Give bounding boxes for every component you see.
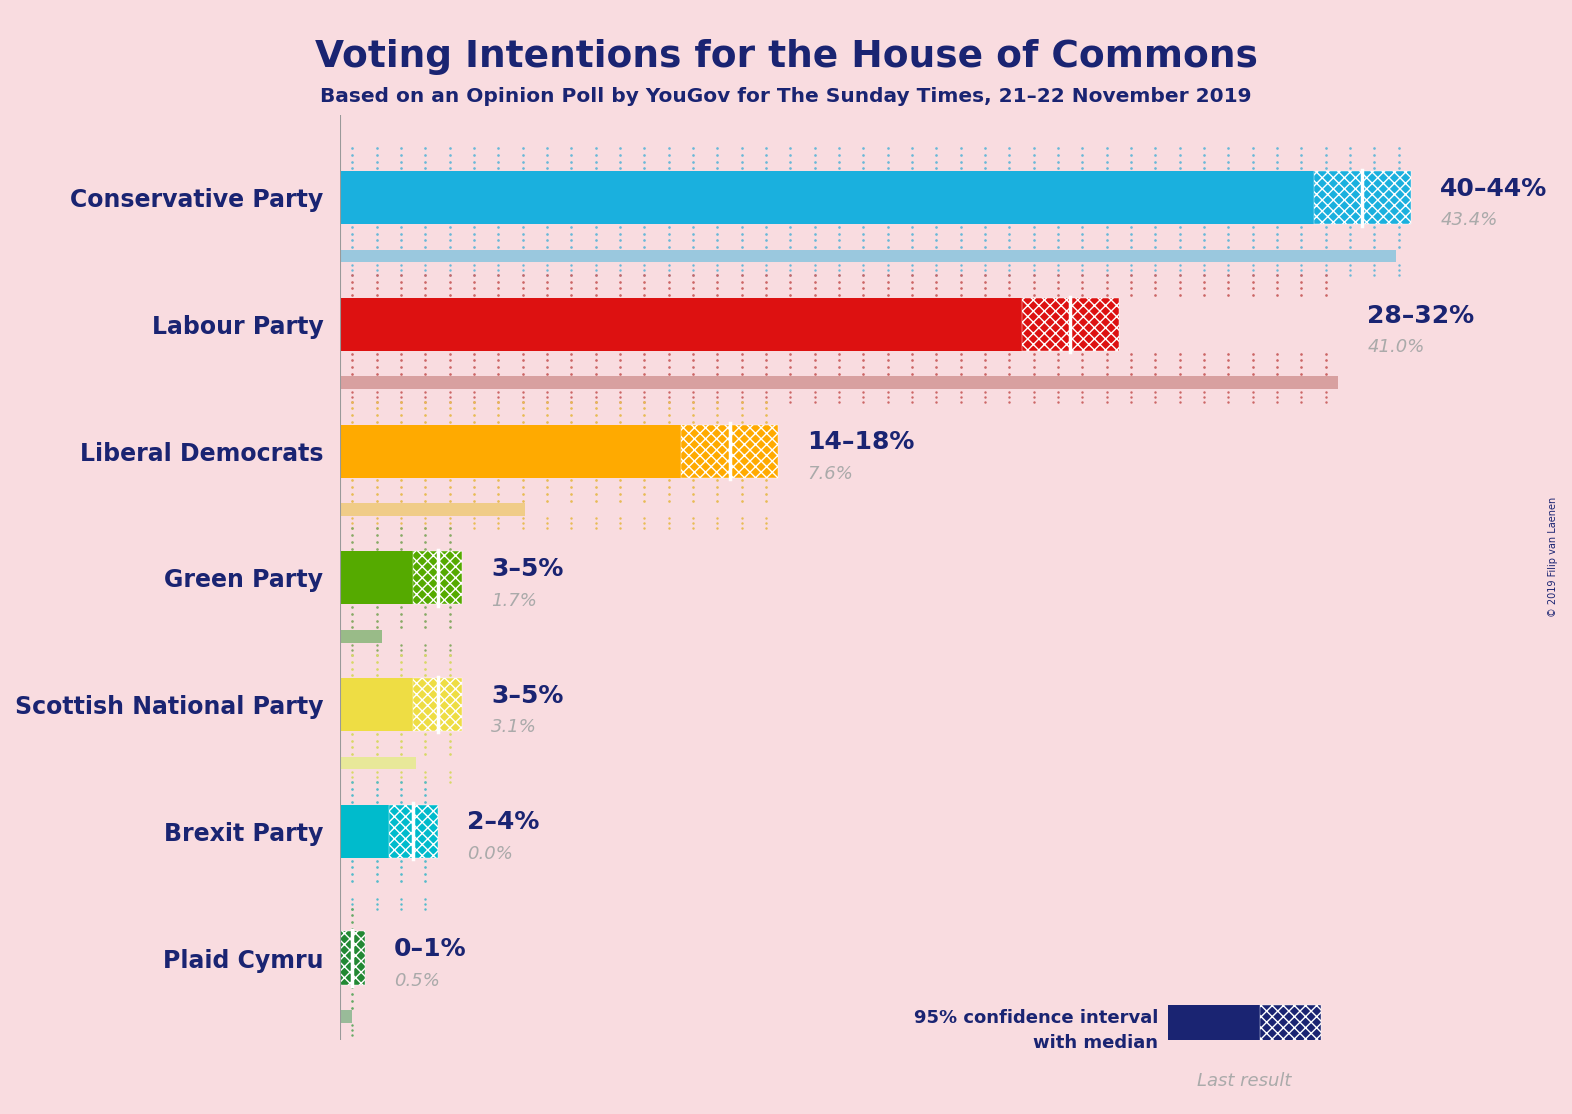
Bar [1314,172,1412,224]
Text: 95% confidence interval
with median: 95% confidence interval with median [913,1009,1159,1052]
Bar [340,551,413,605]
Bar [340,424,681,478]
Bar [1168,1044,1320,1059]
Text: 41.0%: 41.0% [1368,339,1424,356]
Text: 0.5%: 0.5% [393,971,440,990]
Bar [340,629,382,643]
Bar [340,678,413,731]
Text: 3–5%: 3–5% [490,557,563,582]
Text: Voting Intentions for the House of Commons: Voting Intentions for the House of Commo… [314,39,1258,75]
Bar [340,297,1022,351]
Bar [681,424,778,478]
Bar [1168,1005,1261,1043]
Bar [340,804,388,858]
Text: 14–18%: 14–18% [808,430,915,455]
Bar [413,551,462,605]
Bar [1261,1005,1320,1043]
Text: Based on an Opinion Poll by YouGov for The Sunday Times, 21–22 November 2019: Based on an Opinion Poll by YouGov for T… [321,87,1251,106]
Text: 0–1%: 0–1% [393,937,467,961]
Bar [340,172,1314,224]
Bar [340,504,525,516]
Text: Last result: Last result [1198,1072,1292,1091]
Bar [340,377,1338,389]
Text: 3–5%: 3–5% [490,684,563,707]
Text: 28–32%: 28–32% [1368,303,1475,328]
Text: 40–44%: 40–44% [1440,177,1547,201]
Bar [388,804,437,858]
Bar [1022,297,1119,351]
Bar [413,678,462,731]
Text: 7.6%: 7.6% [808,465,854,483]
Text: 2–4%: 2–4% [467,811,539,834]
Text: 0.0%: 0.0% [467,846,512,863]
Bar [340,931,365,985]
Text: © 2019 Filip van Laenen: © 2019 Filip van Laenen [1548,497,1558,617]
Bar [340,1010,352,1023]
Text: 3.1%: 3.1% [490,719,538,736]
Bar [340,250,1396,262]
Text: 43.4%: 43.4% [1440,212,1498,229]
Text: 1.7%: 1.7% [490,592,538,609]
Bar [340,756,415,770]
